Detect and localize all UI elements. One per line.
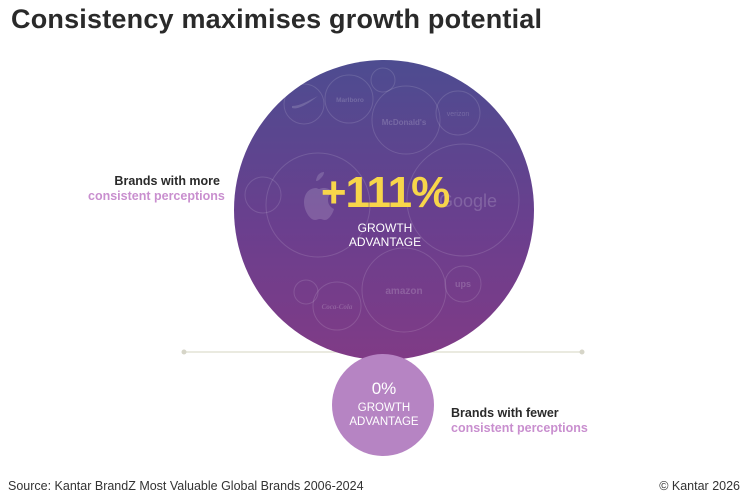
divider-left-dot: [181, 349, 187, 355]
big-bubble-value: +111%: [320, 168, 450, 217]
label-fewer-line2: consistent perceptions: [451, 421, 588, 435]
bubble-more-consistent: [234, 60, 534, 360]
big-caption-line1: GROWTH: [357, 221, 413, 235]
label-more-line1: Brands with more: [114, 174, 220, 188]
nike-swoosh-icon: [292, 96, 318, 109]
brand-text-logos: Marlboro McDonald's verizon Google amazo…: [322, 97, 497, 311]
chart-title: Consistency maximises growth potential: [11, 4, 543, 34]
divider-right-dot: [579, 349, 585, 355]
brand-logos: [292, 96, 334, 220]
apple-icon: [304, 172, 334, 220]
brand-cocacola: Coca-Cola: [322, 303, 353, 311]
small-bubble-value: 0%: [371, 379, 397, 398]
brand-marlboro: Marlboro: [336, 97, 364, 104]
brand-ups: ups: [455, 279, 471, 289]
brand-verizon: verizon: [447, 111, 470, 118]
label-more-line2: consistent perceptions: [88, 189, 225, 203]
big-bubble-caption: GROWTH ADVANTAGE: [300, 221, 470, 249]
small-caption-line2: ADVANTAGE: [349, 416, 419, 428]
label-more-consistent: Brands with more consistent perceptions: [88, 174, 225, 204]
brand-mcdonalds: McDonald's: [382, 118, 427, 127]
label-fewer-line1: Brands with fewer: [451, 406, 559, 420]
brand-google: Google: [439, 191, 497, 211]
source-note: Source: Kantar BrandZ Most Valuable Glob…: [8, 479, 364, 493]
small-bubble-caption: GROWTH ADVANTAGE: [332, 401, 436, 429]
bubble-fewer-consistent: [332, 354, 434, 456]
big-caption-line2: ADVANTAGE: [348, 235, 422, 249]
brand-circles: [244, 67, 520, 333]
small-caption-line1: GROWTH: [357, 402, 411, 414]
label-fewer-consistent: Brands with fewer consistent perceptions: [451, 406, 588, 436]
brand-amazon: amazon: [385, 286, 422, 297]
copyright-note: © Kantar 2026: [659, 479, 740, 493]
